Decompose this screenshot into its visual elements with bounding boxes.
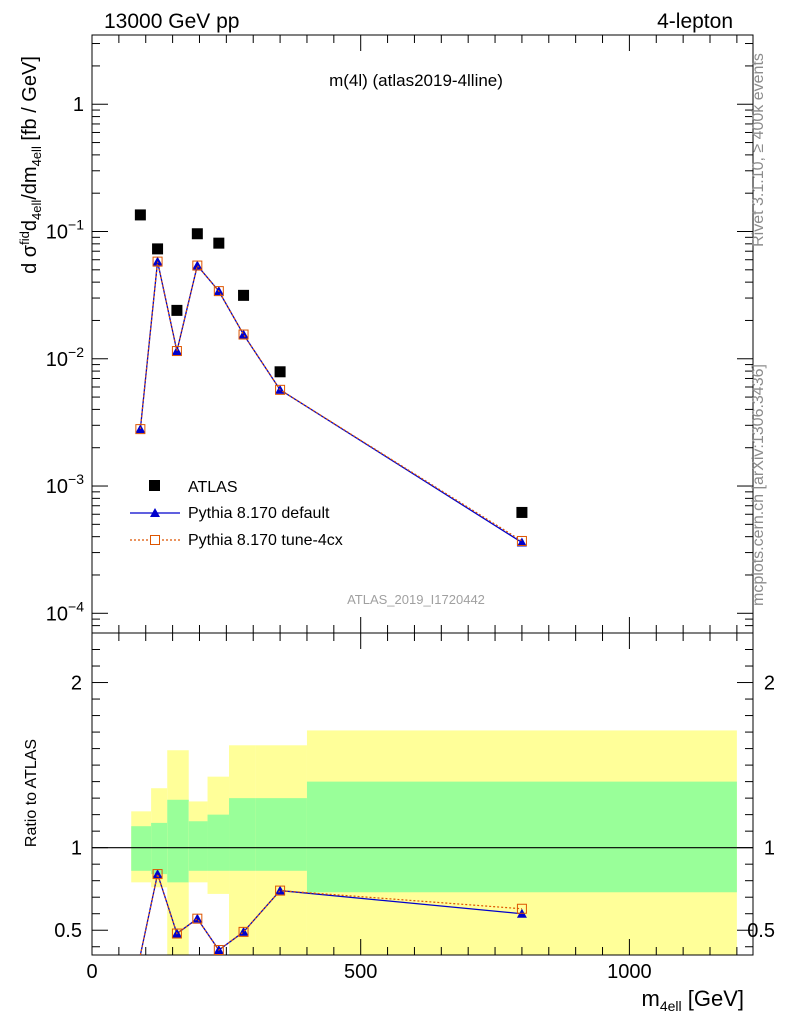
mcplots-reference-label: mcplots.cern.ch [arXiv:1306.3436]: [750, 364, 767, 606]
default-marker: [152, 256, 163, 266]
y-tick-label: 10−3: [46, 471, 84, 498]
legend-marker-atlas: [149, 480, 160, 491]
tune4cx-marker: [192, 260, 203, 271]
atlas-data-point: [516, 506, 528, 518]
band-green: [131, 826, 152, 871]
atlas-data-point: [274, 366, 286, 378]
ratio-tune4cx-marker: [238, 926, 249, 937]
tune4cx-marker: [135, 424, 146, 435]
band-green: [151, 822, 168, 875]
ratio-tune4cx-marker: [213, 945, 224, 956]
legend-marker-default: [150, 508, 160, 517]
band-green: [167, 799, 189, 883]
ratio-default-marker: [275, 885, 286, 895]
series-line-tune4cx: [139, 261, 523, 542]
atlas-data-point: [171, 304, 183, 316]
main-series: [134, 209, 528, 547]
header-left-label: 13000 GeV pp: [104, 10, 239, 33]
ratio-default-marker: [192, 913, 203, 923]
ratio-series: [139, 869, 527, 956]
analysis-watermark: ATLAS_2019_I1720442: [347, 592, 485, 607]
ratio-axes: 0.5 0.5 1 1 2 2 0 500 1000: [54, 632, 775, 983]
band-green: [255, 798, 307, 871]
ratio-default-marker: [152, 869, 163, 879]
ratio-tune4cx-marker: [192, 913, 203, 924]
ratio-y-axis-label: Ratio to ATLAS: [23, 739, 40, 847]
default-marker: [238, 329, 249, 339]
tune4cx-marker: [152, 256, 163, 267]
plot-title: m(4l) (atlas2019-4lline): [329, 71, 503, 90]
atlas-data-point: [152, 243, 164, 255]
ratio-y-tick-label: 2: [71, 673, 82, 695]
band-green: [188, 821, 208, 871]
x-axis-label: m4ell [GeV]: [642, 986, 744, 1014]
ratio-y-tick-label-right: 0.5: [747, 920, 775, 942]
y-tick-label: 1: [73, 94, 84, 116]
legend-label-default: Pythia 8.170 default: [188, 505, 330, 522]
y-tick-label: 10−1: [46, 217, 84, 244]
y-tick-label: 10−4: [46, 598, 84, 625]
rivet-version-label: Rivet 3.1.10, ≥ 400k events: [750, 53, 767, 247]
x-tick-label: 0: [86, 961, 97, 983]
band-green: [306, 781, 737, 893]
ratio-panel-frame: [91, 632, 754, 956]
default-marker: [192, 260, 203, 270]
ratio-y-tick-label: 0.5: [54, 920, 82, 942]
atlas-data-point: [238, 289, 250, 301]
main-y-axis-label: d σfidd4ell/dm4ell [fb / GeV]: [17, 56, 44, 274]
x-tick-label: 500: [344, 961, 377, 983]
ratio-uncertainty-bands: [131, 730, 737, 955]
ratio-tune4cx-marker: [171, 928, 182, 939]
ratio-line-tune4cx: [139, 871, 522, 956]
ratio-tune4cx-marker: [516, 903, 527, 914]
atlas-data-point: [191, 228, 203, 240]
band-green: [229, 798, 256, 871]
ratio-y-tick-label: 1: [71, 838, 82, 860]
ratio-tune4cx-marker: [275, 885, 286, 896]
ratio-tune4cx-marker: [152, 869, 163, 880]
tune4cx-marker: [171, 346, 182, 357]
default-marker: [516, 537, 527, 547]
atlas-data-point: [213, 237, 225, 249]
tune4cx-marker: [516, 535, 527, 546]
tune4cx-marker: [213, 286, 224, 297]
ratio-y-tick-label-right: 2: [764, 673, 775, 695]
ratio-y-tick-label-right: 1: [764, 838, 775, 860]
legend: ATLAS Pythia 8.170 default Pythia 8.170 …: [130, 479, 343, 549]
legend-marker-tune4cx: [150, 535, 160, 545]
tune4cx-marker: [238, 329, 249, 340]
atlas-data-point: [134, 209, 146, 221]
series-line-default: [139, 261, 523, 544]
y-tick-label: 10−2: [46, 344, 84, 371]
tune4cx-marker: [275, 384, 286, 395]
main-axes: 10−4 10−3 10−2 10−1 1: [46, 35, 753, 634]
header-right-label: 4-lepton: [657, 10, 733, 33]
legend-label-atlas: ATLAS: [188, 479, 238, 496]
band-green: [207, 814, 230, 871]
x-tick-label: 1000: [607, 961, 652, 983]
legend-label-tune4cx: Pythia 8.170 tune-4cx: [188, 532, 343, 549]
